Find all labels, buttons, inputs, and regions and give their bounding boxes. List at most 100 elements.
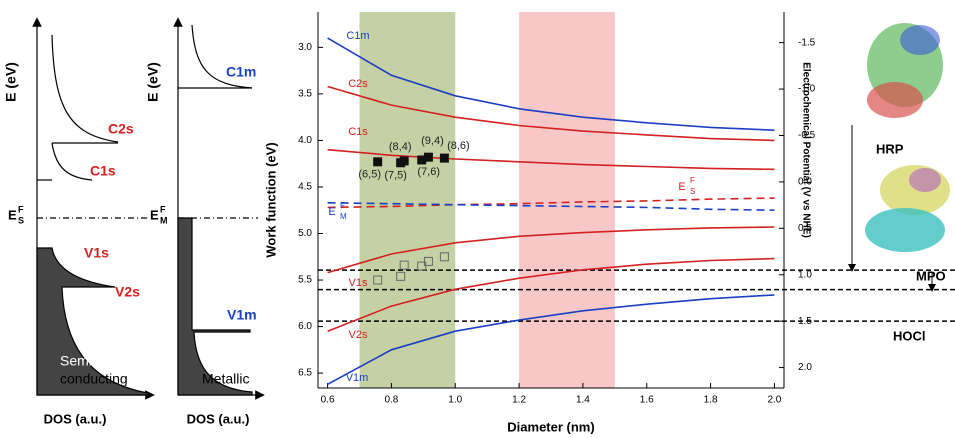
series-label: V1s <box>349 277 368 289</box>
protein <box>900 25 940 55</box>
valence-fill <box>36 247 149 396</box>
x-label: DOS (a.u.) <box>187 411 250 426</box>
fermi-sup: F <box>160 204 166 214</box>
point-label: (9,4) <box>421 135 444 147</box>
y2-tick-label: 0.5 <box>798 223 812 234</box>
series-line <box>327 226 775 274</box>
y2-tick-label: 1.0 <box>798 269 812 280</box>
y-tick-label: 4.0 <box>298 135 312 146</box>
y2-tick-label: -1.5 <box>798 37 816 48</box>
series-label: E <box>678 181 685 193</box>
band-label: V1s <box>84 245 109 261</box>
x-tick-label: 1.2 <box>512 395 526 406</box>
y2-axis-label: Electrochemical Potential (V vs NHE) <box>800 62 811 238</box>
data-point <box>439 153 449 163</box>
band-label: C2s <box>108 121 134 137</box>
band-curve <box>51 34 119 143</box>
series-label: C1s <box>348 126 368 138</box>
x-tick-label: 1.6 <box>640 395 654 406</box>
y2-tick-label: -1.0 <box>798 84 816 95</box>
protein <box>909 168 941 192</box>
dos-panel-metallic <box>173 17 265 400</box>
caption: Semi- <box>60 353 97 369</box>
series-line <box>327 85 775 142</box>
fermi-sub: M <box>160 215 168 225</box>
data-point <box>373 157 383 167</box>
caption: Metallic <box>202 371 249 387</box>
reference-label: HRP <box>876 141 904 156</box>
data-point <box>396 271 406 281</box>
fermi-sup: F <box>18 204 24 214</box>
y-tick-label: 6.5 <box>298 368 312 379</box>
y2-tick-label: 1.5 <box>798 316 812 327</box>
x-label: DOS (a.u.) <box>44 411 107 426</box>
y2-tick-label: 2.0 <box>798 362 812 373</box>
y-tick-label: 5.5 <box>298 275 312 286</box>
point-label: (6,5) <box>358 169 381 181</box>
y-tick-label: 5.0 <box>298 228 312 239</box>
y-tick-label: 6.0 <box>298 321 312 332</box>
series-label: C2s <box>348 78 368 90</box>
x-tick-label: 1.0 <box>448 395 462 406</box>
y-label: E (eV) <box>145 62 161 102</box>
dos-panel-semiconducting <box>32 17 155 400</box>
shaded-region <box>519 12 615 388</box>
dos-labels: E (eV) DOS (a.u.) C2s C1s V1s V2s E F S … <box>3 62 257 426</box>
point-label: (7,5) <box>384 170 407 182</box>
data-point <box>399 260 409 270</box>
y2-tick-label: -0.5 <box>798 130 816 141</box>
fermi-label: E <box>150 207 159 222</box>
x-tick-label: 1.4 <box>576 395 590 406</box>
series-line <box>327 202 775 211</box>
x-tick-label: 1.8 <box>704 395 718 406</box>
band-label: C1s <box>90 163 116 179</box>
data-point <box>423 256 433 266</box>
y2-tick-label: 0.0 <box>798 177 812 188</box>
main-chart: HRP MPO HOCl 0.6 0.8 1.0 1.2 1.4 1.6 1.8 2.0 3.0 3.5… <box>263 12 955 434</box>
x-tick-label: 0.6 <box>321 395 335 406</box>
band-curve <box>51 142 93 181</box>
series-line <box>327 148 775 171</box>
x-tick-label: 0.8 <box>384 395 398 406</box>
y-tick-label: 3.0 <box>298 42 312 53</box>
band-label: V1m <box>227 307 257 323</box>
series-line <box>327 294 775 386</box>
series-label: E <box>328 206 335 218</box>
protein <box>867 82 923 118</box>
y-label: E (eV) <box>3 62 19 102</box>
shaded-region <box>359 12 456 388</box>
x-axis-label: Diameter (nm) <box>507 419 594 434</box>
protein <box>865 208 945 252</box>
band-label: V2s <box>115 284 140 300</box>
series-label: V2s <box>349 329 368 341</box>
reference-label: HOCl <box>893 328 926 343</box>
point-label: (8,4) <box>389 141 412 153</box>
series-line <box>327 197 775 209</box>
fermi-sub: S <box>18 215 24 225</box>
series-line <box>327 37 775 131</box>
series-label-sup: F <box>690 176 695 185</box>
y-tick-label: 4.5 <box>298 182 312 193</box>
y-tick-label: 3.5 <box>298 89 312 100</box>
valence-fill <box>177 217 253 396</box>
series-label-sub: S <box>690 187 695 196</box>
y-axis-label: Work function (eV) <box>263 142 278 257</box>
series-line <box>327 257 775 332</box>
point-label: (7,6) <box>417 166 440 178</box>
protein-images <box>848 23 950 292</box>
band-label: C1m <box>226 64 256 80</box>
series-label-sub: M <box>340 212 347 221</box>
data-point <box>417 261 427 271</box>
series-label: V1m <box>346 372 369 384</box>
reference-label: MPO <box>916 268 946 283</box>
caption: conducting <box>60 371 128 387</box>
series-label: C1m <box>346 30 369 42</box>
band-curve <box>191 24 253 89</box>
series-label-sup: F <box>340 201 345 210</box>
fermi-label: E <box>8 207 17 222</box>
x-tick-label: 2.0 <box>767 395 781 406</box>
data-point <box>399 156 409 166</box>
data-point <box>373 275 383 285</box>
